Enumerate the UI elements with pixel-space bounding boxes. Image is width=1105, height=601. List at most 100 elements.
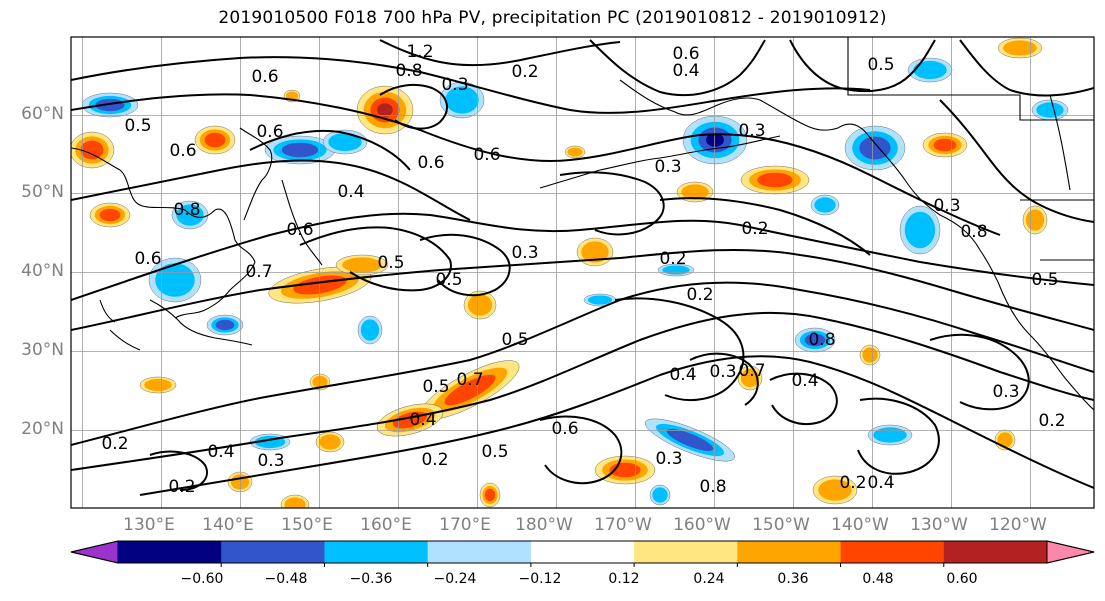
contour-label: 0.3 [511, 243, 538, 263]
contour-label: 0.3 [738, 121, 765, 141]
lat-lon-grid [71, 37, 1094, 508]
contour-label: 0.6 [473, 145, 500, 165]
lat-label-60n: 60°N [21, 104, 64, 124]
colorbar-tick-label: −0.48 [264, 571, 308, 587]
precip-anomaly-area [204, 132, 226, 148]
colorbar-tick-label: 0.24 [693, 571, 725, 587]
contour-label: 0.3 [655, 449, 682, 469]
contour-label: 0.5 [867, 55, 894, 75]
contour-label: 0.4 [207, 442, 234, 462]
precip-anomaly-area [652, 487, 668, 503]
colorbar-tick-label: −0.12 [518, 571, 562, 587]
colorbar [70, 540, 1095, 567]
contour-label: 0.2 [741, 219, 768, 239]
contour-label: 0.6 [256, 122, 283, 142]
lat-label-40n: 40°N [21, 261, 64, 281]
colorbar-segment [118, 541, 222, 563]
contour-label: 1.2 [406, 42, 433, 62]
contour-label: 0.4 [791, 371, 818, 391]
lon-label-130w: 130°W [910, 515, 968, 535]
contour-label: 0.3 [933, 196, 960, 216]
contour-label: 0.8 [173, 200, 200, 220]
precip-anomaly-area [215, 319, 235, 331]
colorbar-outline [70, 540, 1095, 564]
contour-label: 0.3 [992, 382, 1019, 402]
colorbar-extend-high [1046, 540, 1095, 564]
contour-label: 0.4 [867, 473, 894, 493]
precip-anomaly-area [360, 319, 380, 341]
precip-anomaly-area [444, 374, 496, 406]
lon-label-170e: 170°E [439, 515, 491, 535]
contour-label: 0.8 [699, 477, 726, 497]
contour-label: 0.8 [960, 222, 987, 242]
colorbar-tick-label: −0.60 [180, 571, 224, 587]
precip-anomaly-area [284, 497, 306, 508]
colorbar-extend-low [70, 540, 119, 564]
contour-label: 0.3 [257, 451, 284, 471]
contour-label: 0.8 [395, 61, 422, 81]
contour-label: 0.6 [134, 249, 161, 269]
precip-anomaly-area [1025, 209, 1045, 231]
colorbar-segment [324, 541, 429, 563]
contour-label: 0.4 [669, 365, 696, 385]
precip-anomaly-area [567, 147, 583, 157]
colorbar-segment [737, 541, 842, 563]
map-frame [70, 36, 1095, 509]
precip-anomaly-area [99, 208, 121, 222]
contour-label: 0.3 [441, 75, 468, 95]
contour-label: 0.6 [551, 419, 578, 439]
contour-label: 0.5 [422, 377, 449, 397]
contour-label: 0.2 [839, 473, 866, 493]
lat-label-20n: 20°N [21, 419, 64, 439]
lat-label-50n: 50°N [21, 182, 64, 202]
precip-anomaly-area [312, 375, 328, 389]
contour-label: 0.4 [409, 410, 436, 430]
contour-label: 0.5 [377, 253, 404, 273]
colorbar-tick-label: 0.36 [777, 571, 809, 587]
contour-label: 0.2 [659, 249, 686, 269]
precip-anomaly-area [342, 257, 382, 273]
contour-label: 0.5 [124, 116, 151, 136]
colorbar-tick-label: −0.36 [349, 571, 393, 587]
precip-anomaly-area [445, 86, 479, 114]
lat-label-30n: 30°N [21, 340, 64, 360]
lon-label-180w: 180°W [515, 515, 573, 535]
contour-label: 0.2 [686, 285, 713, 305]
contour-label: 0.2 [421, 450, 448, 470]
colorbar-segment [634, 541, 738, 563]
colorbar-tick-label: 0.12 [608, 571, 640, 587]
lon-label-160w: 160°W [673, 515, 731, 535]
precip-anomaly-area [666, 429, 714, 451]
contour-label: 0.5 [501, 330, 528, 350]
contour-label: 0.3 [654, 157, 681, 177]
colorbar-segment [943, 541, 1048, 563]
lon-label-140w: 140°W [831, 515, 889, 535]
contour-label: 0.2 [168, 477, 195, 497]
precip-anomaly-area [757, 172, 793, 188]
precip-anomaly-area [814, 197, 836, 213]
precip-anomaly-area [587, 295, 613, 305]
colorbar-tick-label: 0.48 [862, 571, 894, 587]
contour-label: 0.2 [511, 62, 538, 82]
contour-label: 0.3 [709, 362, 736, 382]
lon-label-170w: 170°W [594, 515, 652, 535]
colorbar-segment [221, 541, 325, 563]
lon-label-130e: 130°E [123, 515, 175, 535]
precip-anomaly-area [740, 368, 760, 388]
precip-anomaly-area [859, 136, 891, 160]
contour-label: 0.5 [435, 270, 462, 290]
precip-anomaly-area [155, 263, 195, 297]
precip-anomaly-area [904, 211, 936, 249]
lon-label-150w: 150°W [752, 515, 810, 535]
contour-label: 0.8 [808, 330, 835, 350]
precip-anomaly-area [144, 378, 172, 392]
contour-label: 0.6 [672, 44, 699, 64]
colorbar-tick-label: −0.24 [433, 571, 477, 587]
precip-anomaly-area [873, 427, 907, 443]
precip-anomaly-area [581, 241, 609, 263]
contour-label: 0.6 [251, 67, 278, 87]
precip-anomaly-area [484, 488, 496, 502]
contour-label: 0.7 [245, 262, 272, 282]
contour-label: 0.6 [417, 153, 444, 173]
figure-title: 2019010500 F018 700 hPa PV, precipitatio… [218, 8, 887, 28]
